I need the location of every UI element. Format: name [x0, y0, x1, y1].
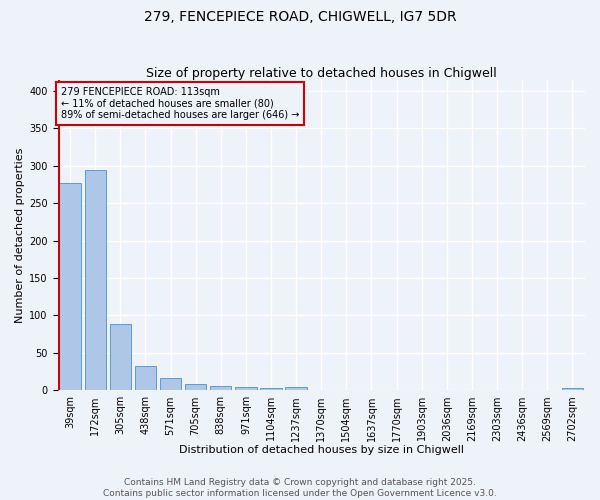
Y-axis label: Number of detached properties: Number of detached properties: [15, 147, 25, 322]
Bar: [110, 324, 131, 390]
Bar: [235, 388, 257, 390]
Text: 279, FENCEPIECE ROAD, CHIGWELL, IG7 5DR: 279, FENCEPIECE ROAD, CHIGWELL, IG7 5DR: [143, 10, 457, 24]
Bar: [286, 388, 307, 390]
Bar: [160, 378, 181, 390]
Text: 279 FENCEPIECE ROAD: 113sqm
← 11% of detached houses are smaller (80)
89% of sem: 279 FENCEPIECE ROAD: 113sqm ← 11% of det…: [61, 87, 299, 120]
Bar: [260, 388, 281, 390]
X-axis label: Distribution of detached houses by size in Chigwell: Distribution of detached houses by size …: [179, 445, 464, 455]
Bar: [59, 183, 81, 390]
Bar: [185, 384, 206, 390]
Title: Size of property relative to detached houses in Chigwell: Size of property relative to detached ho…: [146, 66, 497, 80]
Bar: [85, 170, 106, 390]
Bar: [562, 388, 583, 390]
Bar: [135, 366, 156, 390]
Text: Contains HM Land Registry data © Crown copyright and database right 2025.
Contai: Contains HM Land Registry data © Crown c…: [103, 478, 497, 498]
Bar: [210, 386, 232, 390]
